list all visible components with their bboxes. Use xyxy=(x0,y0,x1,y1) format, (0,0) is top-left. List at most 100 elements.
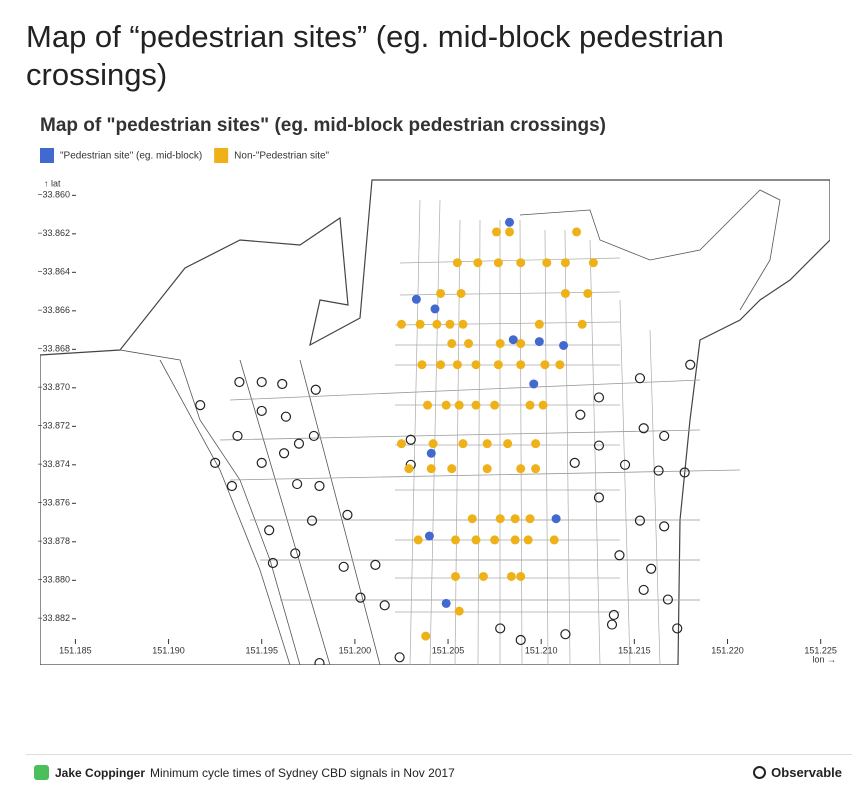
point xyxy=(445,319,455,329)
point xyxy=(370,559,381,571)
point xyxy=(452,258,462,268)
point xyxy=(679,467,690,478)
y-tick-label: −33.870 xyxy=(37,382,70,392)
point xyxy=(454,400,464,410)
point xyxy=(394,652,405,663)
point xyxy=(619,459,631,470)
point xyxy=(447,464,457,474)
point xyxy=(458,439,468,449)
point xyxy=(482,439,492,449)
point xyxy=(510,514,520,524)
point xyxy=(555,360,565,370)
point xyxy=(503,439,513,449)
brand-logo[interactable]: Observable xyxy=(753,765,842,780)
point xyxy=(436,360,446,370)
point xyxy=(516,464,526,474)
point xyxy=(525,514,535,524)
point xyxy=(423,400,433,410)
point xyxy=(560,288,570,298)
chart: Map of "pedestrian sites" (eg. mid-block… xyxy=(37,115,837,665)
point xyxy=(493,360,503,370)
point xyxy=(593,392,605,403)
point xyxy=(516,360,526,370)
point xyxy=(508,335,518,345)
legend: "Pedestrian site" (eg. mid-block) Non-"Pe… xyxy=(40,148,330,163)
point xyxy=(195,400,206,411)
point xyxy=(634,373,646,384)
point xyxy=(342,509,353,520)
point xyxy=(542,258,552,268)
description: Minimum cycle times of Sydney CBD signal… xyxy=(150,766,455,780)
point xyxy=(482,464,492,474)
point xyxy=(493,258,503,268)
point xyxy=(454,606,464,616)
point xyxy=(531,464,541,474)
point xyxy=(256,405,267,417)
point xyxy=(256,457,267,468)
point xyxy=(495,623,506,634)
point xyxy=(471,360,481,370)
point xyxy=(264,525,275,536)
point xyxy=(430,304,440,314)
point xyxy=(523,535,533,545)
point xyxy=(310,384,321,395)
point xyxy=(432,319,442,329)
point xyxy=(634,515,646,526)
x-tick-label: 151.200 xyxy=(339,645,372,655)
point xyxy=(436,288,446,298)
x-axis-label: lon → xyxy=(812,654,836,664)
y-tick-label: −33.860 xyxy=(37,190,70,200)
point xyxy=(210,457,221,468)
point xyxy=(495,339,505,349)
point xyxy=(456,288,466,298)
page-title: Map of “pedestrian sites” (eg. mid-block… xyxy=(26,19,724,92)
point xyxy=(396,439,406,449)
legend-swatch xyxy=(40,148,54,163)
legend-swatch xyxy=(214,148,229,163)
point xyxy=(293,438,305,449)
point xyxy=(280,411,292,422)
x-tick-label: 151.195 xyxy=(245,645,278,655)
point xyxy=(534,319,544,329)
point xyxy=(441,400,451,410)
footer: Jake Coppinger Minimum cycle times of Sy… xyxy=(26,754,852,795)
point xyxy=(256,376,267,388)
point xyxy=(685,359,696,370)
point xyxy=(411,294,421,304)
point xyxy=(450,571,460,581)
author[interactable]: Jake Coppinger xyxy=(55,766,146,780)
point xyxy=(306,515,318,526)
point xyxy=(232,430,243,442)
point xyxy=(379,600,390,611)
point xyxy=(441,598,451,608)
x-tick-label: 151.225 xyxy=(804,645,837,655)
y-tick-label: −33.876 xyxy=(37,498,70,508)
point xyxy=(540,360,550,370)
legend-label: Non-"Pedestrian site" xyxy=(234,151,329,162)
point xyxy=(426,448,436,458)
y-tick-label: −33.874 xyxy=(37,459,70,469)
point xyxy=(583,288,593,298)
point xyxy=(417,360,427,370)
point xyxy=(396,319,406,329)
point xyxy=(505,227,515,237)
point xyxy=(516,339,526,349)
point xyxy=(593,440,605,451)
point xyxy=(529,379,539,389)
point xyxy=(593,492,605,503)
y-tick-label: −33.864 xyxy=(37,267,70,277)
point xyxy=(234,376,245,388)
point xyxy=(510,535,520,545)
point xyxy=(515,634,526,646)
point xyxy=(314,657,325,665)
point xyxy=(588,258,598,268)
y-tick-label: −33.868 xyxy=(37,344,70,354)
point xyxy=(464,339,474,349)
point xyxy=(606,619,618,630)
point xyxy=(638,423,649,434)
point xyxy=(490,535,500,545)
y-tick-label: −33.880 xyxy=(37,575,70,585)
point xyxy=(646,563,657,574)
point xyxy=(560,258,570,268)
